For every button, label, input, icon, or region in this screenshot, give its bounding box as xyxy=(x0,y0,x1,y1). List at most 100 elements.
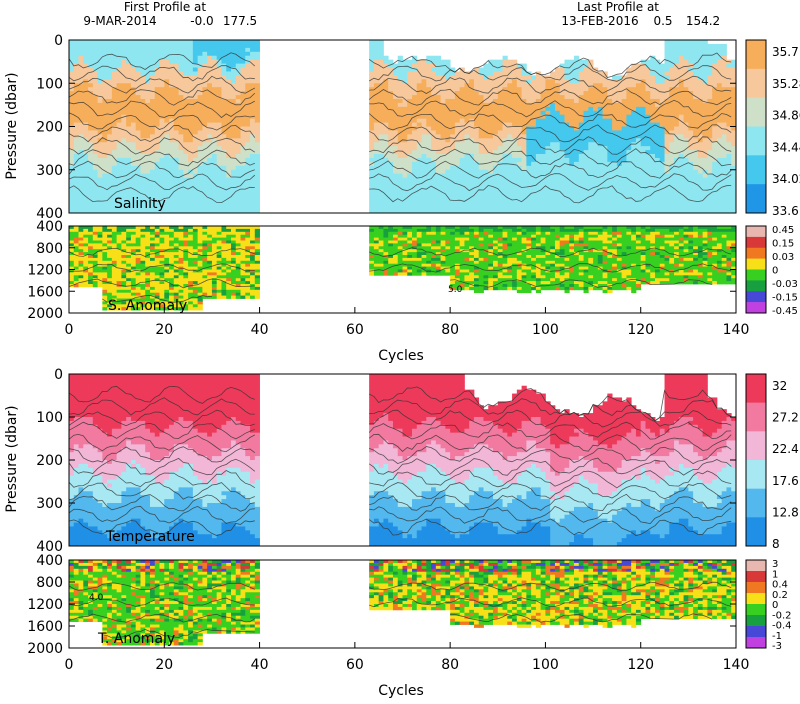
heatmap-cell xyxy=(436,130,441,134)
heatmap-cell xyxy=(160,158,165,162)
heatmap-cell xyxy=(88,68,93,72)
heatmap-cell xyxy=(655,146,660,150)
heatmap-cell xyxy=(650,71,655,75)
heatmap-cell xyxy=(88,95,93,99)
heatmap-cell xyxy=(93,267,98,270)
heatmap-cell xyxy=(650,83,655,87)
heatmap-cell xyxy=(631,174,636,178)
heatmap-cell xyxy=(645,205,650,209)
heatmap-cell xyxy=(202,95,207,99)
heatmap-cell xyxy=(698,182,703,186)
heatmap-cell xyxy=(69,238,74,241)
heatmap-cell xyxy=(212,48,217,52)
heatmap-cell xyxy=(474,75,479,79)
heatmap-cell xyxy=(655,75,660,79)
heatmap-cell xyxy=(79,243,84,246)
heatmap-cell xyxy=(493,146,498,150)
heatmap-cell xyxy=(712,205,717,209)
heatmap-cell xyxy=(717,201,722,205)
heatmap-cell xyxy=(236,205,241,209)
heatmap-cell xyxy=(140,95,145,99)
heatmap-cell xyxy=(483,197,488,201)
heatmap-cell xyxy=(88,189,93,193)
heatmap-cell xyxy=(193,68,198,72)
salinity-panel-title: Salinity xyxy=(114,196,166,212)
heatmap-cell xyxy=(193,40,198,44)
heatmap-cell xyxy=(550,79,555,83)
heatmap-cell xyxy=(398,87,403,91)
heatmap-cell xyxy=(74,189,79,193)
heatmap-cell xyxy=(393,158,398,162)
heatmap-cell xyxy=(483,68,488,72)
heatmap-cell xyxy=(464,130,469,134)
heatmap-cell xyxy=(669,170,674,174)
heatmap-cell xyxy=(722,138,727,142)
heatmap-cell xyxy=(665,134,670,138)
heatmap-cell xyxy=(88,270,93,273)
heatmap-cell xyxy=(426,197,431,201)
heatmap-cell xyxy=(460,119,465,123)
heatmap-cell xyxy=(107,115,112,119)
heatmap-cell xyxy=(93,87,98,91)
heatmap-cell xyxy=(79,264,84,267)
heatmap-cell xyxy=(641,146,646,150)
heatmap-cell xyxy=(202,64,207,68)
heatmap-cell xyxy=(126,138,131,142)
heatmap-cell xyxy=(550,201,555,205)
heatmap-cell xyxy=(136,154,141,158)
heatmap-cell xyxy=(217,154,222,158)
heatmap-cell xyxy=(588,146,593,150)
heatmap-cell xyxy=(679,111,684,115)
heatmap-cell xyxy=(488,119,493,123)
heatmap-cell xyxy=(155,119,160,123)
heatmap-cell xyxy=(217,48,222,52)
heatmap-cell xyxy=(703,48,708,52)
heatmap-cell xyxy=(603,79,608,83)
heatmap-cell xyxy=(79,48,84,52)
heatmap-cell xyxy=(69,150,74,154)
heatmap-cell xyxy=(526,166,531,170)
heatmap-cell xyxy=(131,123,136,127)
heatmap-cell xyxy=(498,201,503,205)
heatmap-cell xyxy=(231,142,236,146)
heatmap-cell xyxy=(522,142,527,146)
heatmap-cell xyxy=(241,178,246,182)
heatmap-cell xyxy=(441,68,446,72)
heatmap-cell xyxy=(88,229,93,232)
heatmap-cell xyxy=(69,44,74,48)
heatmap-cell xyxy=(107,162,112,166)
heatmap-cell xyxy=(636,178,641,182)
heatmap-cell xyxy=(712,71,717,75)
heatmap-cell xyxy=(474,83,479,87)
heatmap-cell xyxy=(93,275,98,278)
heatmap-cell xyxy=(221,146,226,150)
heatmap-cell xyxy=(488,127,493,131)
heatmap-cell xyxy=(388,99,393,103)
heatmap-cell xyxy=(669,83,674,87)
heatmap-cell xyxy=(250,71,255,75)
heatmap-cell xyxy=(255,52,260,56)
heatmap-cell xyxy=(526,134,531,138)
heatmap-cell xyxy=(98,252,103,255)
heatmap-cell xyxy=(388,79,393,83)
heatmap-cell xyxy=(445,182,450,186)
heatmap-cell xyxy=(102,252,107,255)
heatmap-cell xyxy=(226,130,231,134)
heatmap-cell xyxy=(474,123,479,127)
heatmap-cell xyxy=(407,91,412,95)
heatmap-cell xyxy=(403,107,408,111)
heatmap-cell xyxy=(483,166,488,170)
heatmap-cell xyxy=(245,205,250,209)
heatmap-cell xyxy=(460,154,465,158)
heatmap-cell xyxy=(236,193,241,197)
heatmap-cell xyxy=(150,40,155,44)
heatmap-cell xyxy=(522,91,527,95)
heatmap-cell xyxy=(641,182,646,186)
heatmap-cell xyxy=(450,115,455,119)
heatmap-cell xyxy=(707,205,712,209)
heatmap-cell xyxy=(684,189,689,193)
heatmap-cell xyxy=(703,71,708,75)
heatmap-cell xyxy=(426,134,431,138)
heatmap-cell xyxy=(169,75,174,79)
heatmap-cell xyxy=(136,48,141,52)
